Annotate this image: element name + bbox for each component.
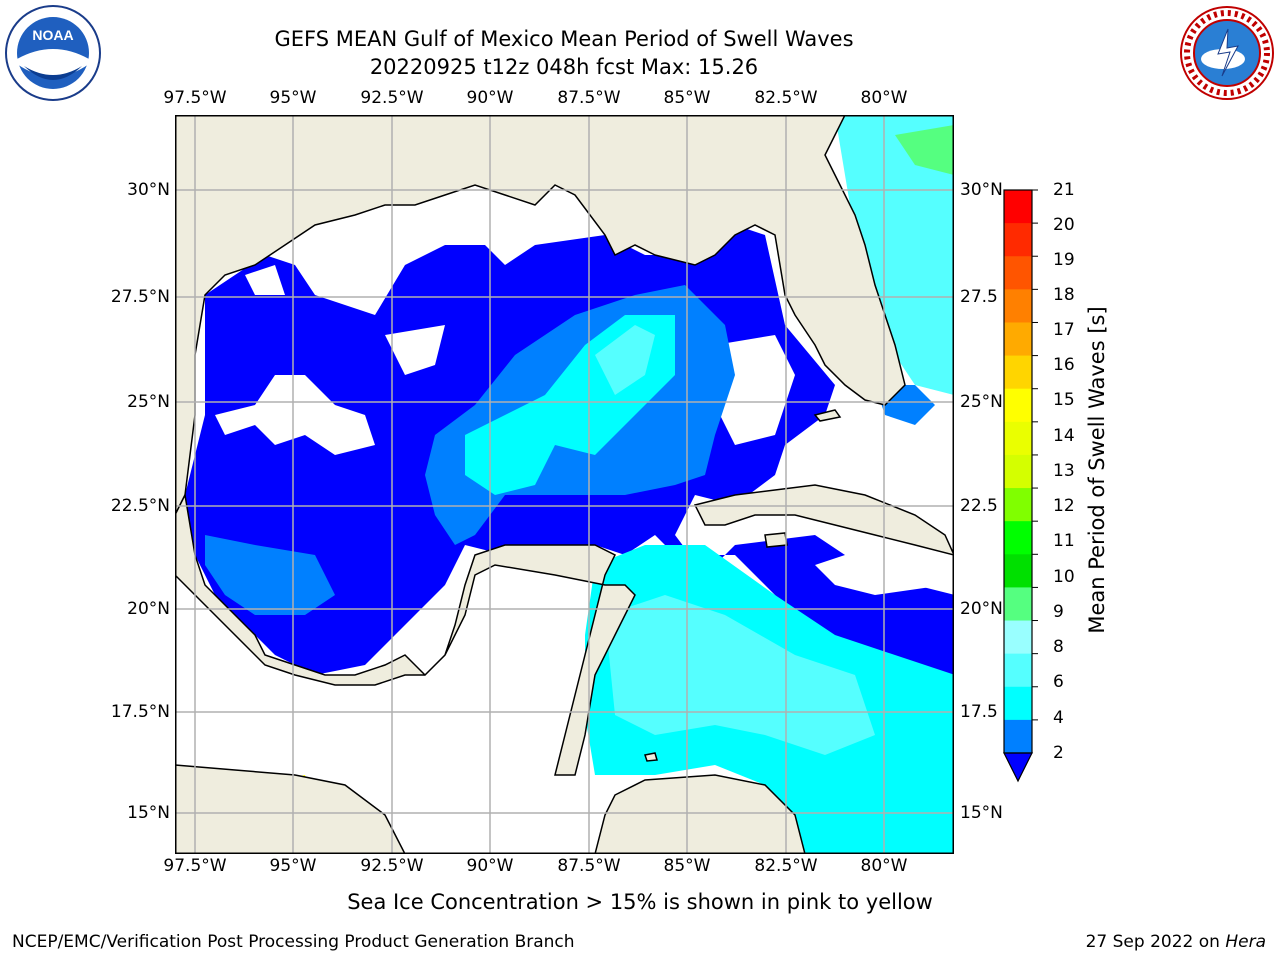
- lon-label-bottom: 85°W: [663, 856, 711, 876]
- lon-label-top: 90°W: [466, 88, 514, 108]
- colorbar-segment: [1004, 653, 1032, 688]
- lon-label-top: 85°W: [663, 88, 711, 108]
- colorbar-segment: [1004, 289, 1032, 323]
- lat-label-right: 22.5: [960, 496, 998, 516]
- colorbar-extension: [1003, 752, 1033, 783]
- colorbar-segment: [1004, 587, 1032, 622]
- nws-logo: [1180, 6, 1274, 100]
- lat-label-right: 27.5: [960, 287, 998, 307]
- lon-label-bottom: 95°W: [269, 856, 317, 876]
- lon-label-top: 87.5°W: [557, 88, 621, 108]
- swell-field: [175, 115, 954, 854]
- lon-label-top: 80°W: [860, 88, 908, 108]
- colorbar-tick: 12: [1053, 496, 1075, 516]
- lat-label-right: 25°N: [960, 392, 1003, 412]
- gulf-of-mexico-map: [175, 115, 954, 854]
- credit-right: 27 Sep 2022 on Hera: [1086, 932, 1266, 952]
- lon-label-bottom: 82.5°W: [754, 856, 818, 876]
- colorbar-tick: 11: [1053, 531, 1075, 551]
- colorbar-segment: [1004, 554, 1032, 588]
- chart-subtitle: 20220925 t12z 048h fcst Max: 15.26: [369, 55, 759, 79]
- map-frame: [175, 115, 954, 854]
- svg-text:NOAA: NOAA: [32, 27, 73, 43]
- colorbar-tick: 6: [1053, 672, 1064, 692]
- colorbar-tick: 4: [1053, 708, 1064, 728]
- colorbar-segment: [1004, 388, 1032, 423]
- colorbar-tick: 18: [1053, 285, 1075, 305]
- colorbar-segment: [1004, 421, 1032, 456]
- colorbar-tick: 21: [1053, 180, 1075, 200]
- colorbar-segment: [1004, 488, 1032, 522]
- colorbar-tick: 14: [1053, 426, 1075, 446]
- colorbar-frame: [1003, 189, 1033, 754]
- colorbar-segment: [1004, 521, 1032, 555]
- land-mass: [175, 115, 954, 854]
- lat-label-right: 20°N: [960, 599, 1003, 619]
- colorbar-tick: 19: [1053, 250, 1075, 270]
- colorbar-segment: [1004, 719, 1032, 754]
- credit-date: 27 Sep 2022 on: [1085, 932, 1220, 952]
- colorbar-segment: [1004, 686, 1032, 721]
- colorbar-label: Mean Period of Swell Waves [s]: [1085, 306, 1109, 634]
- colorbar-tick: 10: [1053, 567, 1075, 587]
- colorbar-segment: [1004, 190, 1032, 224]
- lon-label-top: 97.5°W: [163, 88, 227, 108]
- lat-label-right: 30°N: [960, 180, 1003, 200]
- noaa-logo: NOAA: [5, 5, 101, 101]
- lat-label-left: 15°N: [127, 803, 170, 823]
- colorbar-tick: 13: [1053, 461, 1075, 481]
- lon-label-bottom: 87.5°W: [557, 856, 621, 876]
- lon-label-top: 92.5°W: [360, 88, 424, 108]
- colorbar-tick: 20: [1053, 215, 1075, 235]
- colorbar-segment: [1004, 256, 1032, 290]
- colorbar-segment: [1004, 355, 1032, 390]
- graticule: [175, 115, 954, 854]
- lon-label-bottom: 92.5°W: [360, 856, 424, 876]
- lat-label-left: 17.5°N: [110, 702, 170, 722]
- colorbar-tick: 2: [1053, 743, 1064, 763]
- colorbar-tick: 17: [1053, 320, 1075, 340]
- colorbar-segment: [1004, 620, 1032, 655]
- lat-label-left: 27.5°N: [110, 287, 170, 307]
- lon-label-top: 82.5°W: [754, 88, 818, 108]
- lon-label-top: 95°W: [269, 88, 317, 108]
- lat-label-right: 15°N: [960, 803, 1003, 823]
- lon-label-bottom: 80°W: [860, 856, 908, 876]
- colorbar-tick: 16: [1053, 355, 1075, 375]
- lon-label-bottom: 97.5°W: [163, 856, 227, 876]
- lat-label-left: 22.5°N: [110, 496, 170, 516]
- credit-host: Hera: [1225, 932, 1266, 952]
- lat-label-left: 20°N: [127, 599, 170, 619]
- colorbar: [1003, 189, 1038, 783]
- sea-ice-note: Sea Ice Concentration > 15% is shown in …: [347, 890, 933, 914]
- lat-label-left: 30°N: [127, 180, 170, 200]
- colorbar-tick: 8: [1053, 637, 1064, 657]
- lat-label-left: 25°N: [127, 392, 170, 412]
- colorbar-segment: [1004, 223, 1032, 257]
- lat-label-right: 17.5: [960, 702, 998, 722]
- colorbar-tick: 15: [1053, 390, 1075, 410]
- credit-left: NCEP/EMC/Verification Post Processing Pr…: [12, 932, 575, 952]
- lon-label-bottom: 90°W: [466, 856, 514, 876]
- colorbar-segment: [1004, 322, 1032, 357]
- chart-title: GEFS MEAN Gulf of Mexico Mean Period of …: [274, 27, 854, 51]
- colorbar-tick: 9: [1053, 602, 1064, 622]
- colorbar-segment: [1004, 454, 1032, 489]
